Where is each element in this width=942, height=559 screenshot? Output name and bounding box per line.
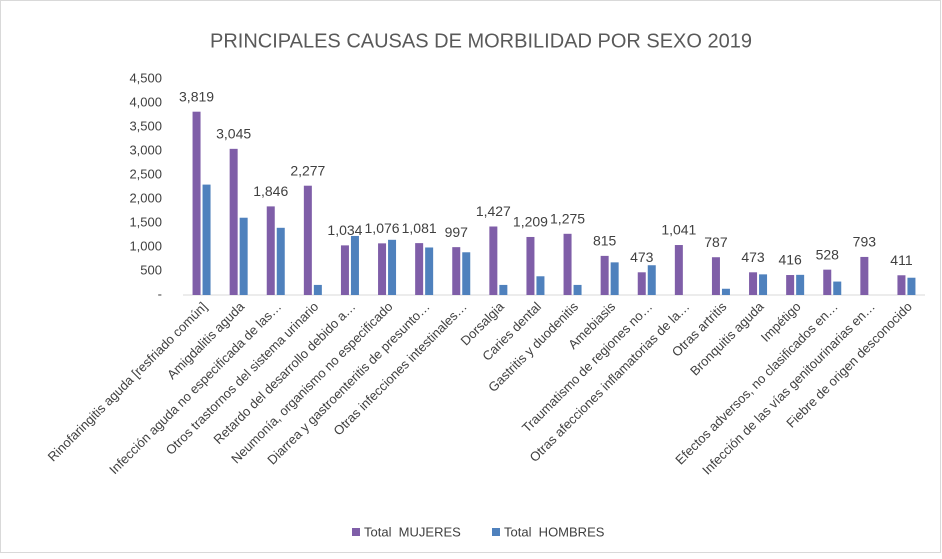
data-label: 1,041 [661,222,696,238]
data-label: 787 [704,234,728,250]
y-tick-label: 1,500 [129,214,162,229]
data-label: 416 [778,252,802,268]
legend-label: Total HOMBRES [504,524,605,539]
y-tick-label: 2,000 [129,190,162,205]
data-label: 473 [630,249,654,265]
bar [266,206,275,295]
bar [897,275,906,295]
bar [907,277,916,295]
bar [462,252,471,295]
bar [350,235,359,295]
chart-title: PRINCIPALES CAUSAS DE MORBILIDAD POR SEX… [210,30,752,52]
bar [610,262,619,295]
bar [526,236,535,295]
data-label: 2,277 [290,162,325,178]
bar [860,256,869,295]
data-label: 793 [853,234,877,250]
bar [489,226,498,295]
bar [388,239,397,295]
bar [721,288,730,295]
bar [415,243,424,295]
data-label: 1,209 [513,214,548,230]
y-tick-label: 2,500 [129,166,162,181]
bar [425,247,434,295]
bar [378,243,387,295]
bar [192,111,201,295]
data-label: 411 [890,252,913,268]
data-label: 1,846 [253,183,288,199]
data-label: 815 [593,233,617,249]
bar [796,274,805,295]
bar [759,274,768,295]
bar [637,272,646,295]
bar [536,276,545,295]
bar [303,185,312,295]
data-label: 3,045 [216,126,251,142]
bar [600,255,609,295]
y-tick-label: 1,000 [129,238,162,253]
bar [823,269,832,295]
y-tick-label: 500 [140,262,162,277]
bar [711,257,720,295]
data-label: 1,427 [476,203,511,219]
y-tick-label: 3,000 [129,142,162,157]
legend-swatch [352,528,360,536]
y-tick-label: 4,500 [129,70,162,85]
legend-label: Total MUJERES [364,524,461,539]
data-label: 1,275 [550,211,585,227]
bar [239,217,248,295]
bar [833,281,842,295]
data-label: 473 [741,249,765,265]
bar [340,245,349,295]
bar [749,272,758,295]
data-label: 3,819 [179,88,214,104]
bar [313,284,322,295]
data-label: 1,076 [365,220,400,236]
data-label: 1,081 [402,220,437,236]
y-tick-label: 3,500 [129,118,162,133]
data-label: 528 [816,246,840,262]
bar [573,284,582,295]
bar [647,265,656,295]
data-label: 1,034 [327,222,362,238]
y-tick-label: - [158,286,162,301]
legend-swatch [492,528,500,536]
bar [229,148,238,295]
y-tick-label: 4,000 [129,94,162,109]
bar [452,247,461,295]
data-label: 997 [445,224,469,240]
bar [786,275,795,295]
bar [674,245,683,295]
bar [202,184,211,295]
bar [276,227,285,295]
bar [563,233,572,295]
bar [499,284,508,295]
